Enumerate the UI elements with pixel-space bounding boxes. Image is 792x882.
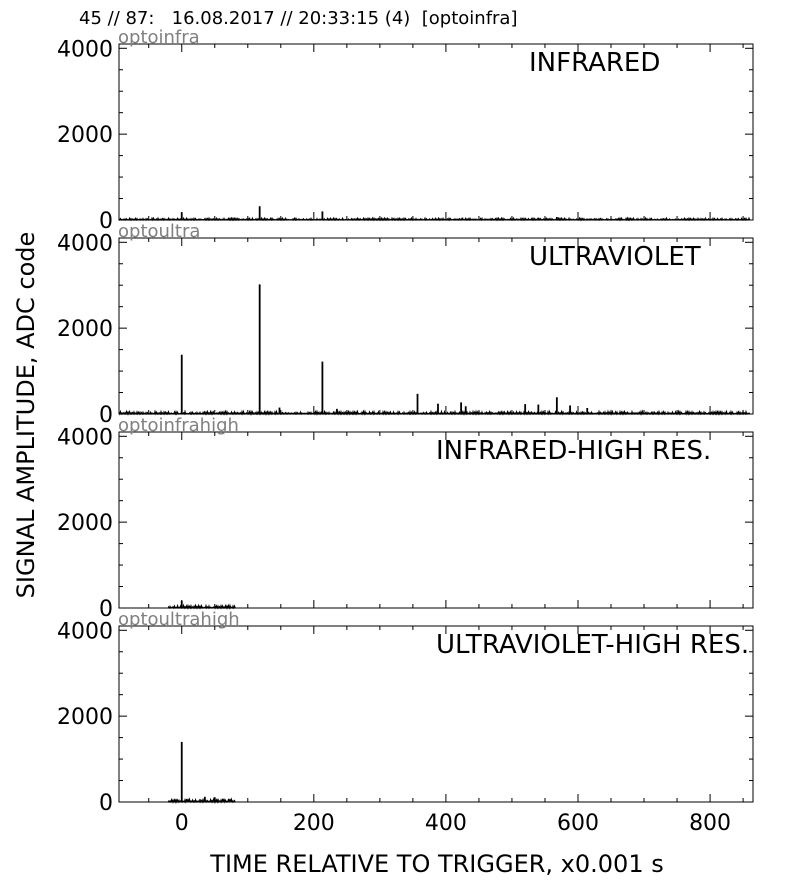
- y-axis-label: SIGNAL AMPLITUDE, ADC code: [12, 232, 40, 599]
- panel-label: ULTRAVIOLET: [529, 242, 701, 272]
- y-tick-label: 2000: [57, 317, 113, 342]
- y-tick-label: 0: [99, 403, 113, 428]
- panel-optoultra: 0 2000 4000 optoultra ULTRAVIOLET: [57, 221, 754, 428]
- x-tick-label: 800: [689, 811, 731, 836]
- x-tick-label: 0: [175, 811, 189, 836]
- x-tick-label: 400: [425, 811, 467, 836]
- signal-baseline: [168, 797, 236, 804]
- channel-name: optoinfra: [118, 27, 200, 48]
- signal-baseline: [167, 603, 236, 610]
- y-tick-label: 2000: [57, 123, 113, 148]
- y-tick-label: 0: [99, 209, 113, 234]
- y-tick-label: 0: [99, 597, 113, 622]
- channel-name: optoinfrahigh: [118, 415, 239, 436]
- y-tick-label: 4000: [57, 619, 113, 644]
- y-tick-label: 4000: [57, 425, 113, 450]
- panel-frame: [118, 625, 754, 803]
- y-tick-label: 0: [99, 791, 113, 816]
- channel-name: optoultra: [118, 221, 200, 242]
- figure-header: 45 // 87: 16.08.2017 // 20:33:15 (4) [op…: [79, 8, 518, 29]
- x-tick-label: 200: [293, 811, 335, 836]
- panel-label: INFRARED-HIGH RES.: [436, 436, 711, 466]
- signal-baseline: [118, 216, 751, 222]
- panel-optoinfra: 0 2000 4000 optoinfra INFRARED: [57, 27, 754, 234]
- panel-frame: [118, 431, 754, 609]
- x-axis-label: TIME RELATIVE TO TRIGGER, x0.001 s: [209, 850, 663, 878]
- panel-label: INFRARED: [529, 48, 660, 78]
- x-tick-label: 600: [557, 811, 599, 836]
- panel-optoultrahigh: 0 2000 4000 optoultrahigh ULTRAVIOLET-HIGH R…: [57, 609, 754, 816]
- y-tick-label: 4000: [57, 231, 113, 256]
- panel-optoinfrahigh: 0 2000 4000 optoinfrahigh INFRARED-HIGH RES.: [57, 415, 754, 622]
- channel-name: optoultrahigh: [118, 609, 240, 630]
- signal-baseline: [118, 409, 751, 416]
- panel-label: ULTRAVIOLET-HIGH RES.: [436, 630, 749, 660]
- y-tick-label: 2000: [57, 511, 113, 536]
- y-tick-label: 2000: [57, 705, 113, 730]
- y-tick-label: 4000: [57, 37, 113, 62]
